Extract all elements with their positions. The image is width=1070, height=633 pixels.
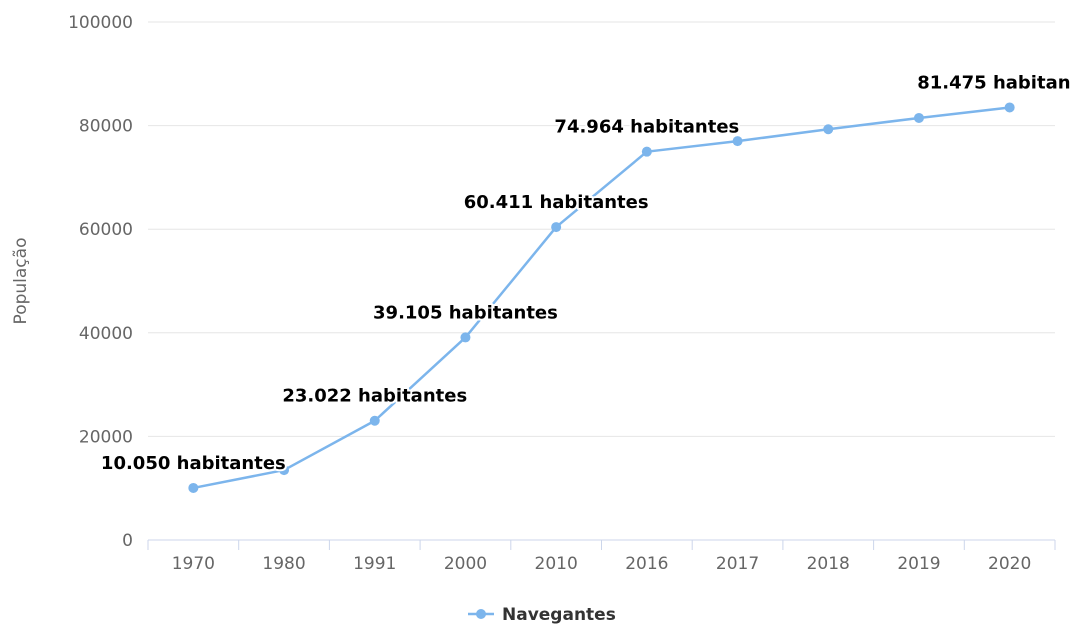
- x-tick-label: 1970: [172, 554, 215, 574]
- data-point[interactable]: [551, 222, 562, 233]
- data-label: 74.964 habitantes: [554, 117, 739, 138]
- x-tick-label: 2019: [897, 554, 940, 574]
- y-axis-title: População: [11, 238, 31, 325]
- x-tick-label: 1991: [353, 554, 396, 574]
- data-label: 23.022 habitantes: [282, 386, 467, 407]
- data-point[interactable]: [460, 332, 471, 343]
- grid-lines: [148, 21, 1055, 437]
- y-tick-label: 20000: [79, 427, 133, 447]
- y-axis-tick-labels: 0 20000 40000 60000 80000 100000: [68, 13, 133, 551]
- x-tick-label: 2000: [444, 554, 487, 574]
- x-tick-label: 2010: [535, 554, 578, 574]
- y-tick-label: 40000: [79, 324, 133, 344]
- x-tick-label: 2018: [807, 554, 850, 574]
- data-point[interactable]: [823, 124, 834, 135]
- y-tick-label: 100000: [68, 13, 133, 33]
- data-point[interactable]: [188, 482, 199, 493]
- x-tick-label: 2017: [716, 554, 759, 574]
- y-tick-label: 60000: [79, 220, 133, 240]
- y-tick-label: 80000: [79, 117, 133, 137]
- data-point[interactable]: [732, 136, 743, 147]
- data-label: 39.105 habitantes: [373, 302, 558, 323]
- series-line[interactable]: [193, 106, 1010, 490]
- data-label: 10.050 habitantes: [101, 453, 286, 474]
- data-point[interactable]: [913, 112, 924, 123]
- x-axis: 1970 1980 1991 2000 2010 2016 2017 2018 2019 2020: [147, 539, 1056, 574]
- series-navegantes[interactable]: [188, 102, 1015, 493]
- y-tick-label: 0: [122, 531, 133, 551]
- data-label: 60.411 habitantes: [464, 192, 649, 213]
- x-tick-label: 1980: [262, 554, 305, 574]
- x-tick-label: 2016: [625, 554, 668, 574]
- legend-marker-icon[interactable]: [476, 609, 486, 619]
- data-point[interactable]: [369, 415, 380, 426]
- data-point[interactable]: [641, 146, 652, 157]
- legend[interactable]: Navegantes: [468, 605, 616, 625]
- x-tick-label: 2020: [988, 554, 1031, 574]
- data-label: 81.475 habitantes: [917, 72, 1070, 93]
- data-point[interactable]: [1004, 102, 1015, 113]
- data-point[interactable]: [279, 465, 290, 476]
- legend-label[interactable]: Navegantes: [502, 605, 616, 625]
- data-labels: 10.050 habitantes 23.022 habitantes 39.105…: [99, 70, 1070, 475]
